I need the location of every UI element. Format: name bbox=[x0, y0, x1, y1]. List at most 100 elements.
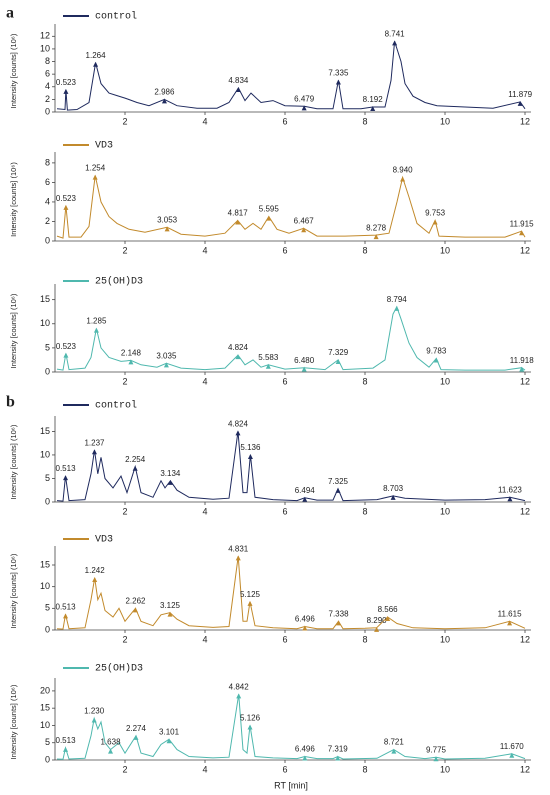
peak-label: 2.262 bbox=[125, 596, 146, 605]
peak-label: 6.480 bbox=[294, 356, 315, 365]
y-tick-label: 15 bbox=[40, 703, 50, 713]
y-tick-label: 10 bbox=[40, 720, 50, 730]
x-tick-label: 10 bbox=[440, 376, 450, 386]
peak-arrow bbox=[132, 607, 138, 613]
peak-label: 0.523 bbox=[56, 78, 77, 87]
peak-label: 3.134 bbox=[160, 469, 181, 478]
x-tick-label: 10 bbox=[440, 634, 450, 644]
peak-arrow bbox=[519, 230, 525, 236]
y-tick-label: 0 bbox=[45, 496, 50, 506]
peak-label: 1.242 bbox=[85, 566, 106, 575]
x-tick-label: 10 bbox=[440, 506, 450, 516]
peak-label: 11.918 bbox=[510, 356, 534, 365]
peak-label: 8.794 bbox=[387, 295, 408, 304]
peak-label: 6.496 bbox=[295, 745, 316, 754]
peak-label: 3.053 bbox=[157, 215, 178, 224]
peak-label: 7.329 bbox=[328, 348, 349, 357]
peak-label: 8.192 bbox=[363, 95, 384, 104]
peak-label: 1.254 bbox=[85, 164, 106, 173]
peak-arrow bbox=[301, 366, 307, 372]
peak-label: 7.338 bbox=[329, 609, 350, 618]
peak-arrow bbox=[335, 487, 341, 493]
x-tick-label: 2 bbox=[122, 376, 127, 386]
peak-arrow bbox=[164, 226, 170, 232]
x-tick-label: 8 bbox=[362, 506, 367, 516]
peak-label: 3.101 bbox=[159, 727, 180, 736]
y-tick-label: 6 bbox=[45, 177, 50, 187]
x-tick-label: 12 bbox=[520, 376, 530, 386]
y-tick-label: 2 bbox=[45, 94, 50, 104]
y-tick-label: 0 bbox=[45, 106, 50, 116]
peak-label: 8.278 bbox=[366, 223, 387, 232]
peak-label: 4.824 bbox=[228, 343, 249, 352]
peak-arrow bbox=[63, 204, 69, 210]
peak-label: 5.136 bbox=[240, 443, 261, 452]
x-tick-label: 2 bbox=[122, 245, 127, 255]
peak-label: 3.035 bbox=[156, 351, 177, 360]
y-axis-title: Intensity [counts] (10⁶) bbox=[9, 293, 18, 368]
trace bbox=[56, 556, 526, 630]
x-tick-label: 6 bbox=[282, 245, 287, 255]
peak-arrow bbox=[266, 215, 272, 221]
peak-arrow bbox=[509, 752, 515, 758]
y-tick-label: 15 bbox=[40, 294, 50, 304]
peak-label: 4.817 bbox=[228, 209, 249, 218]
x-tick-label: 2 bbox=[122, 506, 127, 516]
peak-label: 8.940 bbox=[393, 166, 414, 175]
peak-label: 1.237 bbox=[84, 438, 105, 447]
peak-arrow bbox=[166, 738, 172, 744]
peak-arrow bbox=[247, 453, 253, 459]
peak-arrow bbox=[247, 724, 253, 730]
peak-arrow bbox=[374, 626, 380, 632]
y-tick-label: 4 bbox=[45, 81, 50, 91]
peak-arrow bbox=[394, 305, 400, 311]
x-tick-label: 6 bbox=[282, 376, 287, 386]
y-tick-label: 10 bbox=[40, 43, 50, 53]
peak-arrow bbox=[235, 87, 241, 93]
x-tick-label: 4 bbox=[202, 634, 207, 644]
peak-arrow bbox=[167, 479, 173, 485]
y-axis-title: Intensity [counts] (10⁶) bbox=[9, 424, 18, 499]
peak-label: 1.264 bbox=[86, 51, 107, 60]
peak-arrow bbox=[236, 693, 242, 699]
peak-arrow bbox=[391, 748, 397, 754]
peak-label: 2.254 bbox=[125, 455, 146, 464]
peak-label: 5.595 bbox=[259, 205, 280, 214]
y-tick-label: 8 bbox=[45, 56, 50, 66]
peak-arrow bbox=[432, 219, 438, 225]
x-tick-label: 6 bbox=[282, 634, 287, 644]
peak-label: 6.467 bbox=[294, 216, 315, 225]
legend-label: 25(OH)D3 bbox=[95, 276, 143, 288]
y-tick-label: 0 bbox=[45, 754, 50, 764]
peak-label: 0.513 bbox=[56, 603, 77, 612]
peak-arrow bbox=[91, 449, 97, 455]
x-tick-label: 6 bbox=[282, 764, 287, 774]
peak-arrow bbox=[235, 555, 241, 561]
peak-arrow bbox=[132, 465, 138, 471]
y-tick-label: 15 bbox=[40, 426, 50, 436]
peak-label: 11.670 bbox=[500, 742, 524, 751]
peak-arrow bbox=[235, 354, 241, 360]
y-axis-title: Intensity [counts] (10⁶) bbox=[9, 33, 18, 108]
peak-label: 5.583 bbox=[258, 353, 279, 362]
peak-label: 2.986 bbox=[154, 87, 175, 96]
peak-arrow bbox=[433, 357, 439, 363]
peak-label: 8.721 bbox=[384, 738, 405, 747]
peak-label: 4.834 bbox=[228, 76, 249, 85]
x-tick-label: 4 bbox=[202, 376, 207, 386]
trace bbox=[56, 305, 526, 371]
peak-arrow bbox=[247, 600, 253, 606]
peak-label: 0.523 bbox=[56, 194, 77, 203]
y-tick-label: 0 bbox=[45, 235, 50, 245]
peak-label: 8.290 bbox=[367, 616, 388, 625]
trace bbox=[56, 175, 526, 239]
peak-label: 8.566 bbox=[378, 605, 399, 614]
x-tick-label: 2 bbox=[122, 634, 127, 644]
peak-label: 11.879 bbox=[508, 90, 532, 99]
x-tick-label: 12 bbox=[520, 764, 530, 774]
peak-arrow bbox=[370, 105, 376, 111]
peak-label: 7.335 bbox=[328, 69, 349, 78]
x-tick-label: 4 bbox=[202, 116, 207, 126]
peak-arrow bbox=[63, 88, 69, 94]
